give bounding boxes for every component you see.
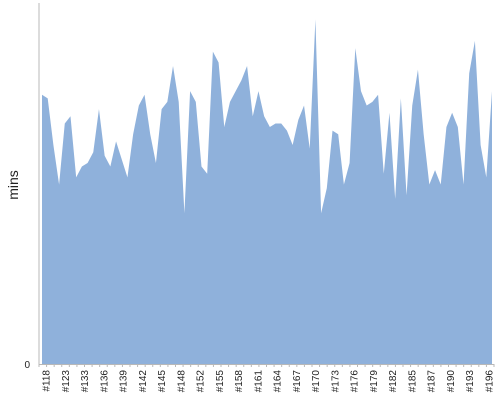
x-tick-label: #187 (427, 370, 438, 393)
x-tick-label: #152 (196, 370, 207, 393)
x-tick-label: #176 (350, 370, 361, 393)
x-tick-label: #161 (253, 370, 264, 393)
x-tick-label: #158 (234, 370, 245, 393)
x-tick-label: #148 (176, 370, 187, 393)
x-tick-label: #155 (215, 370, 226, 393)
x-tick-label: #164 (273, 370, 284, 393)
axes (38, 3, 495, 367)
x-tick-label: #173 (330, 370, 341, 393)
x-tick-label: #167 (292, 370, 303, 393)
x-axis-ticks: #118 #123 #133 #136 #139 #142 #145 #148 #152 #155… (42, 370, 496, 393)
x-tick-label: #185 (407, 370, 418, 393)
y-axis-label: mins (5, 170, 21, 200)
x-tick-label: #133 (80, 370, 91, 393)
x-tick-label: #142 (138, 370, 149, 393)
x-tick-label: #196 (485, 370, 496, 393)
plot-area (42, 19, 492, 365)
x-tick-label: #170 (311, 370, 322, 393)
x-tick-label: #193 (465, 370, 476, 393)
x-tick-label: #190 (446, 370, 457, 393)
x-tick-label: #136 (99, 370, 110, 393)
x-tick-label: #123 (61, 370, 72, 393)
x-tick-label: #118 (42, 370, 53, 392)
x-tick-label: #145 (157, 370, 168, 393)
y-tick-label: 0 (24, 360, 30, 371)
x-tick-label: #182 (388, 370, 399, 393)
area-series (42, 19, 492, 365)
x-tick-label: #179 (369, 370, 380, 393)
x-tick-label: #139 (119, 370, 130, 393)
